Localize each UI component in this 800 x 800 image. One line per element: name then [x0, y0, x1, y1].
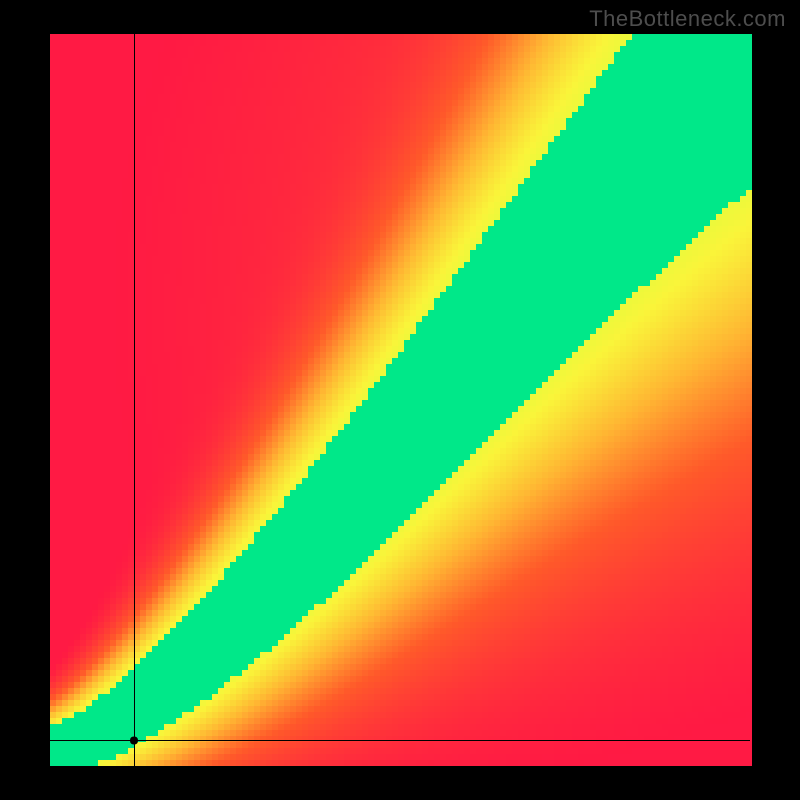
watermark-text: TheBottleneck.com	[589, 6, 786, 32]
heatmap-canvas	[0, 0, 800, 800]
chart-root: TheBottleneck.com	[0, 0, 800, 800]
